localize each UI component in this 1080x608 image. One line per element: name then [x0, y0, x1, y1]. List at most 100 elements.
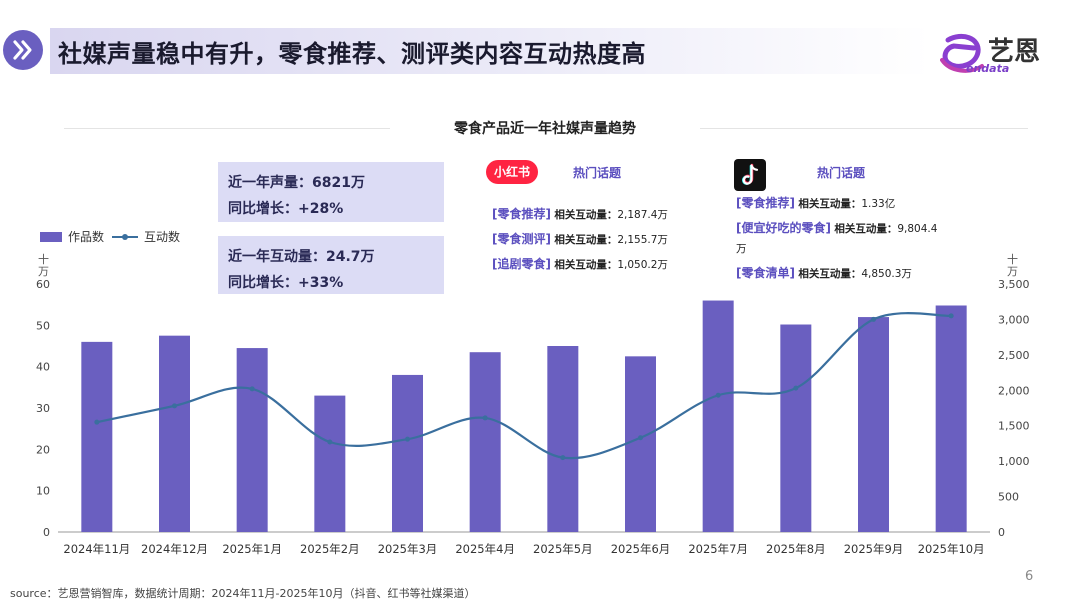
x-tick-label: 2025年4月 — [455, 542, 515, 556]
legend-bar-swatch — [40, 231, 62, 242]
bar — [858, 317, 889, 532]
stat-volume-total: 近一年声量：6821万 — [228, 175, 365, 191]
topic-value: 2,187.4万 — [617, 209, 668, 221]
topic-value: 4,850.3万 — [861, 268, 912, 280]
chart-legend: 作品数 互动数 — [40, 228, 180, 245]
chevron-double-right-icon — [3, 30, 43, 70]
y-left-tick: 30 — [36, 402, 50, 415]
xhs-topic-2: [零食测评] 相关互动量：2,155.7万 — [492, 230, 668, 247]
x-tick-label: 2025年6月 — [611, 542, 671, 556]
y-left-tick: 40 — [36, 361, 50, 374]
y-left-tick: 50 — [36, 319, 50, 332]
x-tick-label: 2025年5月 — [533, 542, 593, 556]
stat-volume-growth: 同比增长：+28% — [228, 201, 344, 217]
douyin-topic-2-wrap: 万 — [736, 243, 747, 255]
bar — [159, 335, 190, 532]
x-tick-label: 2025年7月 — [688, 542, 748, 556]
topic-label: 相关互动量： — [798, 198, 862, 210]
topic-tag: [追剧零食] — [492, 257, 551, 271]
line-point — [560, 455, 566, 461]
xhs-heading: 热门话题 — [573, 166, 622, 180]
bar — [780, 324, 812, 532]
bar — [625, 356, 656, 532]
y-left-tick: 60 — [36, 278, 50, 291]
page-number: 6 — [1025, 569, 1034, 584]
topic-tag: [零食推荐] — [736, 196, 795, 210]
topic-label: 相关互动量： — [834, 223, 898, 235]
chart-title: 零食产品近一年社媒声量趋势 — [454, 121, 636, 137]
title-divider-left — [64, 128, 390, 129]
bar — [547, 346, 579, 532]
y-right-tick: 1,000 — [998, 455, 1030, 468]
y-right-tick: 2,500 — [998, 349, 1030, 362]
bar — [392, 374, 423, 532]
brand-sub: endata — [966, 62, 1010, 75]
y-right-tick: 3,000 — [998, 313, 1030, 326]
line-series — [96, 312, 952, 460]
x-tick-label: 2025年10月 — [918, 542, 985, 556]
topic-label: 相关互动量： — [554, 209, 618, 221]
topic-value: 9,804.4 — [897, 223, 938, 235]
x-tick-label: 2025年2月 — [300, 542, 360, 556]
line-point — [871, 316, 876, 322]
douyin-logo-icon — [734, 159, 766, 191]
x-tick-label: 2025年9月 — [844, 542, 904, 556]
x-tick-label: 2025年8月 — [766, 542, 826, 556]
line-point — [793, 385, 799, 391]
bar — [935, 305, 967, 532]
legend-line-swatch — [112, 233, 139, 240]
line-point — [948, 313, 954, 319]
topic-label: 相关互动量： — [554, 259, 618, 271]
line-point — [638, 435, 643, 441]
bar — [81, 341, 113, 532]
xhs-topic-1: [零食推荐] 相关互动量：2,187.4万 — [492, 205, 668, 222]
line-point — [172, 403, 177, 409]
line-point — [327, 439, 333, 445]
y-right-tick: 3,500 — [998, 278, 1030, 291]
line-point — [405, 436, 410, 442]
topic-label: 相关互动量： — [554, 234, 618, 246]
douyin-topic-3: [零食清单] 相关互动量：4,850.3万 — [736, 264, 912, 281]
topic-value: 1,050.2万 — [617, 259, 668, 271]
topic-label: 相关互动量： — [798, 268, 862, 280]
y-left-unit: 十万 — [38, 253, 49, 278]
x-tick-label: 2024年11月 — [63, 542, 130, 556]
xhs-topic-3: [追剧零食] 相关互动量：1,050.2万 — [492, 255, 668, 272]
title-divider-right — [700, 128, 1028, 129]
topic-tag: [便宜好吃的零食] — [736, 221, 831, 235]
topic-tag: [零食清单] — [736, 266, 795, 280]
x-tick-label: 2024年12月 — [141, 542, 208, 556]
douyin-heading: 热门话题 — [817, 166, 866, 180]
douyin-topic-2: [便宜好吃的零食] 相关互动量：9,804.4 — [736, 219, 937, 236]
topic-value: 1.33亿 — [861, 198, 896, 210]
line-point — [94, 419, 100, 425]
x-tick-label: 2025年1月 — [222, 542, 282, 556]
stat-box-interaction: 近一年互动量：24.7万 同比增长：+33% — [218, 236, 444, 294]
legend-line-label: 互动数 — [144, 230, 181, 244]
douyin-topic-1: [零食推荐] 相关互动量：1.33亿 — [736, 194, 895, 211]
x-tick-label: 2025年3月 — [378, 542, 438, 556]
y-left-tick: 0 — [43, 526, 50, 539]
bar — [236, 348, 268, 532]
y-right-tick: 0 — [998, 526, 1005, 539]
bar — [702, 300, 734, 532]
line-point — [249, 386, 255, 392]
stat-interaction-growth: 同比增长：+33% — [228, 275, 344, 291]
legend-bar-label: 作品数 — [68, 230, 105, 244]
stat-box-volume: 近一年声量：6821万 同比增长：+28% — [218, 162, 444, 222]
y-right-tick: 1,500 — [998, 420, 1030, 433]
topic-tag: [零食推荐] — [492, 207, 551, 221]
brand-logo — [940, 30, 1050, 76]
stat-interaction-total: 近一年互动量：24.7万 — [228, 249, 375, 265]
bar — [469, 352, 501, 532]
line-point — [715, 392, 721, 398]
xiaohongshu-logo: 小红书 — [486, 160, 538, 184]
header-banner — [50, 28, 930, 74]
y-right-tick: 2,000 — [998, 384, 1030, 397]
y-right-tick: 500 — [998, 491, 1019, 504]
brand-name: 艺恩 — [988, 37, 1041, 67]
topic-value: 2,155.7万 — [617, 234, 668, 246]
y-left-tick: 10 — [36, 485, 50, 498]
page-title: 社媒声量稳中有升，零食推荐、测评类内容互动热度高 — [58, 40, 646, 68]
